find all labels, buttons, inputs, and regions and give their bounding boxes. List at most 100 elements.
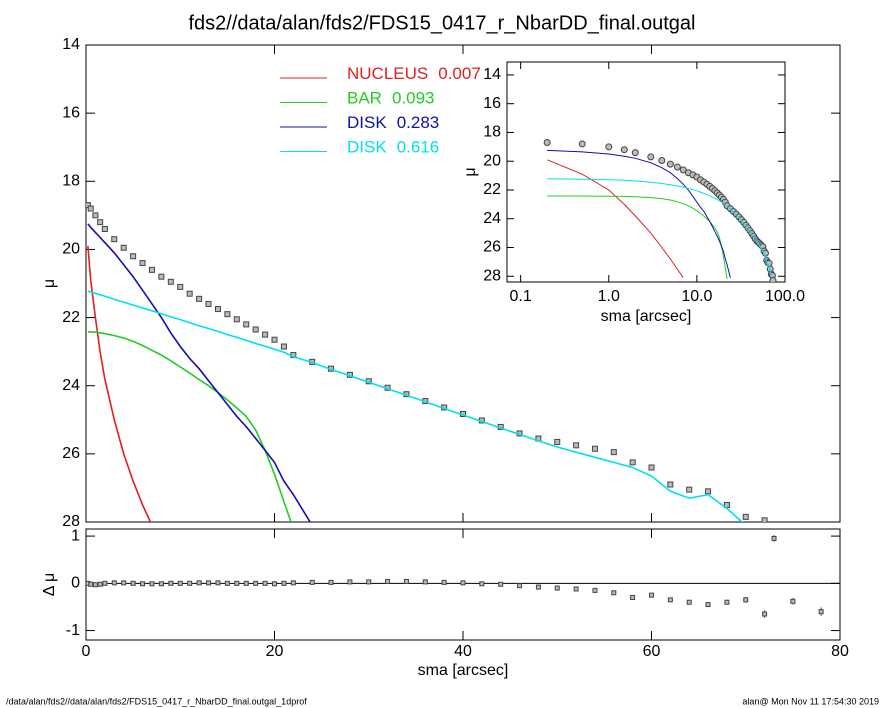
- legend-fraction: 0.616: [397, 138, 440, 157]
- data-point: [262, 331, 269, 338]
- data-point: [761, 517, 768, 522]
- data-point: [214, 306, 221, 313]
- model-line: [87, 290, 744, 522]
- y-tick-label: 18: [62, 173, 80, 190]
- data-point: [631, 149, 639, 157]
- legend-label: NUCLEUS 0.007: [347, 64, 481, 83]
- data-point: [121, 580, 127, 586]
- data-point: [233, 316, 240, 323]
- data-point: [328, 579, 334, 585]
- x-axis-label: sma [arcsec]: [418, 662, 509, 679]
- data-point: [422, 579, 428, 585]
- data-point: [611, 590, 617, 596]
- data-point: [253, 580, 259, 586]
- data-point: [649, 592, 654, 598]
- data-point: [290, 580, 296, 586]
- data-point: [130, 580, 136, 586]
- data-point: [120, 244, 127, 251]
- model-line: [87, 223, 312, 522]
- data-point: [111, 236, 118, 243]
- data-point: [271, 336, 278, 343]
- data-point: [92, 212, 99, 219]
- legend-name: NUCLEUS: [347, 64, 428, 83]
- data-point: [648, 464, 655, 471]
- data-point: [666, 160, 674, 168]
- data-point: [479, 581, 485, 587]
- legend-name: DISK: [347, 138, 387, 157]
- data-point: [742, 513, 749, 520]
- data-point: [591, 445, 598, 452]
- data-point: [673, 163, 681, 171]
- footer-right: alan@ Mon Nov 11 17:54:30 2019: [742, 696, 879, 706]
- data-point: [140, 581, 146, 587]
- data-point: [196, 580, 202, 586]
- data-point: [517, 583, 523, 589]
- data-point: [252, 326, 259, 333]
- y-axis-label: μ: [41, 279, 58, 288]
- legend-name: BAR: [347, 89, 382, 108]
- data-point: [647, 153, 655, 161]
- legend-label: DISK 0.283: [347, 113, 439, 132]
- data-point: [177, 580, 183, 586]
- data-point: [262, 580, 268, 586]
- data-point: [605, 143, 613, 151]
- data-point: [149, 581, 155, 587]
- y-tick-label: 28: [62, 513, 80, 530]
- y-tick-label: 26: [483, 239, 501, 256]
- y-axis-label: μ: [462, 167, 479, 176]
- y-tick-label: 1: [71, 527, 80, 544]
- data-point: [535, 584, 541, 590]
- legend-fraction: 0.283: [397, 113, 440, 132]
- data-point: [790, 598, 796, 604]
- y-tick-label: 24: [483, 210, 501, 227]
- x-tick-label: 40: [454, 643, 472, 660]
- x-tick-label: 0: [82, 643, 91, 660]
- x-tick-label: 20: [266, 643, 284, 660]
- data-point: [347, 579, 353, 585]
- data-point: [578, 140, 586, 148]
- data-point: [543, 139, 551, 147]
- data-point: [111, 580, 117, 586]
- y-tick-label: 16: [483, 95, 501, 112]
- legend-name: DISK: [347, 113, 387, 132]
- model-line: [547, 178, 772, 278]
- data-point: [148, 266, 155, 273]
- x-tick-label: 60: [643, 643, 661, 660]
- data-point: [769, 277, 777, 282]
- data-point: [771, 535, 777, 541]
- model-line: [87, 331, 292, 522]
- data-point: [385, 578, 391, 584]
- data-point: [168, 580, 174, 586]
- data-point: [167, 278, 174, 285]
- y-tick-label: 0: [71, 575, 80, 592]
- data-point: [441, 579, 447, 585]
- legend-fraction: 0.007: [438, 64, 481, 83]
- y-tick-label: 28: [483, 267, 501, 284]
- data-point: [130, 253, 137, 260]
- y-tick-label: 18: [483, 124, 501, 141]
- data-point: [460, 580, 466, 586]
- data-point: [705, 602, 711, 608]
- data-point: [573, 586, 579, 592]
- y-tick-label: 16: [62, 104, 80, 121]
- data-point: [554, 585, 560, 591]
- plot-area: [86, 202, 768, 522]
- data-point: [724, 599, 730, 605]
- data-point: [243, 321, 250, 328]
- legend-label: BAR 0.093: [347, 89, 435, 108]
- y-tick-label: 26: [62, 445, 80, 462]
- data-point: [679, 166, 687, 174]
- y-tick-label: -1: [66, 622, 80, 639]
- data-point: [366, 579, 372, 585]
- data-point: [224, 311, 231, 318]
- data-point: [403, 578, 409, 584]
- y-tick-label: 20: [483, 152, 501, 169]
- data-point: [281, 580, 287, 586]
- data-point: [234, 580, 240, 586]
- y-tick-label: 20: [62, 241, 80, 258]
- data-point: [215, 580, 221, 586]
- data-point: [186, 290, 193, 297]
- x-tick-label: 0.1: [510, 288, 532, 305]
- data-point: [187, 580, 193, 586]
